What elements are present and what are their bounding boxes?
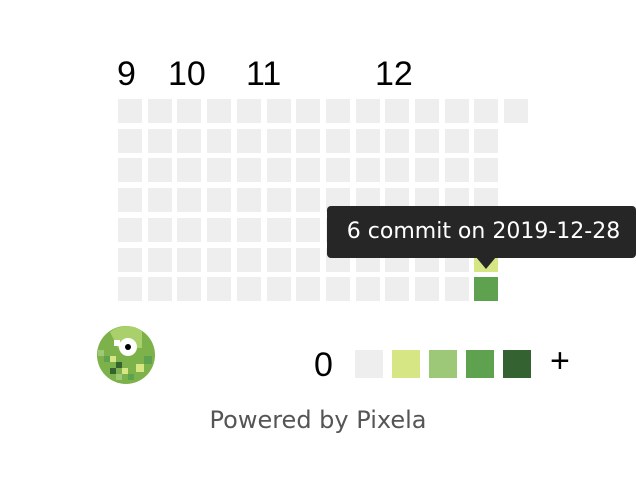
legend-swatch-level-4 (503, 350, 531, 378)
day-cell[interactable] (385, 129, 409, 153)
day-cell[interactable] (356, 158, 380, 182)
legend-high-label: + (550, 342, 570, 380)
day-cell[interactable] (415, 277, 439, 301)
day-cell[interactable] (474, 158, 498, 182)
day-cell[interactable] (267, 218, 291, 242)
day-cell[interactable] (148, 277, 172, 301)
day-cell[interactable] (237, 218, 261, 242)
day-cell[interactable] (148, 99, 172, 123)
day-cell[interactable] (118, 158, 142, 182)
day-cell[interactable] (296, 158, 320, 182)
day-cell[interactable] (177, 129, 201, 153)
day-cell[interactable] (296, 218, 320, 242)
legend-swatch-level-0 (355, 350, 383, 378)
day-cell[interactable] (148, 248, 172, 272)
day-cell[interactable] (177, 218, 201, 242)
day-cell[interactable] (237, 158, 261, 182)
day-cell[interactable] (207, 158, 231, 182)
month-label-10: 10 (168, 55, 206, 93)
day-cell[interactable] (296, 99, 320, 123)
day-cell[interactable] (445, 277, 469, 301)
day-cell[interactable] (207, 277, 231, 301)
day-cell[interactable] (207, 218, 231, 242)
day-cell[interactable] (118, 188, 142, 212)
day-cell[interactable] (118, 248, 142, 272)
day-cell[interactable] (445, 129, 469, 153)
legend-swatch-level-1 (392, 350, 420, 378)
day-cell[interactable] (415, 99, 439, 123)
legend-swatch-level-3 (466, 350, 494, 378)
day-cell[interactable] (356, 99, 380, 123)
day-cell[interactable] (474, 129, 498, 153)
pixela-logo-icon (97, 326, 155, 384)
day-cell[interactable] (237, 99, 261, 123)
day-cell[interactable] (237, 248, 261, 272)
day-cell[interactable] (207, 129, 231, 153)
legend-swatch-level-2 (429, 350, 457, 378)
day-cell[interactable] (237, 277, 261, 301)
day-cell[interactable] (415, 129, 439, 153)
day-cell[interactable] (356, 129, 380, 153)
day-cell[interactable] (267, 277, 291, 301)
day-cell[interactable] (237, 129, 261, 153)
day-cell[interactable] (237, 188, 261, 212)
day-cell[interactable] (148, 129, 172, 153)
day-cell[interactable] (326, 129, 350, 153)
day-cell[interactable] (148, 158, 172, 182)
day-cell[interactable] (177, 99, 201, 123)
month-label-12: 12 (375, 55, 413, 93)
day-cell[interactable] (415, 158, 439, 182)
day-cell[interactable] (385, 158, 409, 182)
day-cell[interactable] (445, 158, 469, 182)
commit-tooltip: 6 commit on 2019-12-28 (327, 206, 636, 258)
powered-by-link[interactable]: Powered by Pixela (209, 406, 427, 434)
day-cell[interactable] (385, 277, 409, 301)
day-cell[interactable] (296, 188, 320, 212)
day-cell[interactable] (267, 188, 291, 212)
day-cell[interactable] (445, 99, 469, 123)
day-cell[interactable] (118, 99, 142, 123)
day-cell[interactable] (267, 248, 291, 272)
day-cell[interactable] (118, 277, 142, 301)
day-cell[interactable] (267, 158, 291, 182)
legend-low-label: 0 (314, 346, 333, 384)
day-cell[interactable] (177, 158, 201, 182)
day-cell[interactable] (177, 277, 201, 301)
day-cell[interactable] (356, 277, 380, 301)
day-cell[interactable] (504, 99, 528, 123)
day-cell[interactable] (296, 277, 320, 301)
month-label-9: 9 (117, 55, 136, 93)
month-label-11: 11 (246, 55, 282, 93)
day-cell[interactable] (326, 99, 350, 123)
day-cell[interactable] (326, 277, 350, 301)
day-cell[interactable] (207, 188, 231, 212)
day-cell[interactable] (296, 129, 320, 153)
day-cell[interactable] (118, 218, 142, 242)
day-cell[interactable] (326, 158, 350, 182)
day-cell[interactable] (474, 277, 498, 301)
day-cell[interactable] (177, 248, 201, 272)
day-cell[interactable] (177, 188, 201, 212)
day-cell[interactable] (474, 99, 498, 123)
day-cell[interactable] (267, 99, 291, 123)
day-cell[interactable] (148, 188, 172, 212)
day-cell[interactable] (385, 99, 409, 123)
tooltip-arrow (476, 257, 496, 269)
day-cell[interactable] (267, 129, 291, 153)
day-cell[interactable] (118, 129, 142, 153)
day-cell[interactable] (207, 248, 231, 272)
day-cell[interactable] (296, 248, 320, 272)
day-cell[interactable] (148, 218, 172, 242)
day-cell[interactable] (207, 99, 231, 123)
